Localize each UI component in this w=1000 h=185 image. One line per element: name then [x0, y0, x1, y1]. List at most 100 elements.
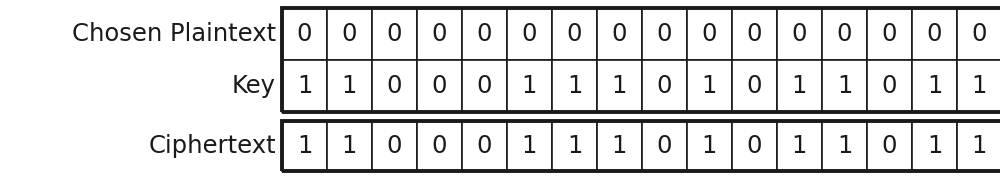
Bar [912, 60, 957, 112]
Text: 0: 0 [477, 22, 492, 46]
Text: 1: 1 [342, 74, 357, 98]
Bar [777, 60, 822, 112]
Bar [957, 121, 1000, 171]
Bar [687, 8, 732, 60]
Text: 0: 0 [297, 22, 312, 46]
Text: 0: 0 [387, 22, 402, 46]
Text: 0: 0 [882, 22, 897, 46]
Bar [867, 121, 912, 171]
Text: 1: 1 [927, 74, 942, 98]
Bar [282, 8, 1000, 112]
Text: 1: 1 [792, 134, 807, 158]
Bar [372, 60, 417, 112]
Bar [462, 60, 507, 112]
Bar [732, 8, 777, 60]
Text: 1: 1 [567, 74, 582, 98]
Text: 1: 1 [702, 134, 717, 158]
Bar [552, 121, 597, 171]
Text: 0: 0 [522, 22, 537, 46]
Text: 1: 1 [837, 134, 852, 158]
Bar [822, 8, 867, 60]
Text: 0: 0 [657, 134, 672, 158]
Text: Key: Key [232, 74, 276, 98]
Bar [912, 121, 957, 171]
Text: 0: 0 [882, 74, 897, 98]
Text: 1: 1 [702, 74, 717, 98]
Text: 1: 1 [567, 134, 582, 158]
Text: 1: 1 [342, 134, 357, 158]
Bar [417, 8, 462, 60]
Text: 0: 0 [747, 22, 762, 46]
Bar [462, 8, 507, 60]
Bar [552, 8, 597, 60]
Bar [687, 60, 732, 112]
Bar [282, 8, 327, 60]
Bar [597, 8, 642, 60]
Bar [597, 121, 642, 171]
Bar [417, 121, 462, 171]
Bar [282, 121, 327, 171]
Text: 0: 0 [612, 22, 627, 46]
Bar [777, 121, 822, 171]
Text: 0: 0 [792, 22, 807, 46]
Bar [372, 121, 417, 171]
Text: 1: 1 [927, 134, 942, 158]
Text: 0: 0 [657, 22, 672, 46]
Bar [642, 60, 687, 112]
Text: 1: 1 [612, 74, 627, 98]
Text: 1: 1 [972, 74, 987, 98]
Bar [912, 8, 957, 60]
Bar [462, 121, 507, 171]
Bar [777, 8, 822, 60]
Text: 1: 1 [792, 74, 807, 98]
Text: 1: 1 [972, 134, 987, 158]
Bar [732, 60, 777, 112]
Bar [507, 121, 552, 171]
Text: 0: 0 [927, 22, 942, 46]
Text: 0: 0 [342, 22, 357, 46]
Bar [642, 121, 687, 171]
Bar [507, 8, 552, 60]
Bar [957, 60, 1000, 112]
Bar [822, 121, 867, 171]
Bar [822, 60, 867, 112]
Bar [597, 60, 642, 112]
Text: 1: 1 [837, 74, 852, 98]
Bar [732, 121, 777, 171]
Text: 0: 0 [387, 74, 402, 98]
Text: Chosen Plaintext: Chosen Plaintext [72, 22, 276, 46]
Text: 1: 1 [522, 134, 537, 158]
Bar [417, 60, 462, 112]
Text: 0: 0 [567, 22, 582, 46]
Text: 0: 0 [747, 74, 762, 98]
Bar [372, 8, 417, 60]
Text: 0: 0 [972, 22, 987, 46]
Text: Ciphertext: Ciphertext [148, 134, 276, 158]
Bar [327, 60, 372, 112]
Text: 0: 0 [477, 74, 492, 98]
Bar [327, 8, 372, 60]
Text: 1: 1 [612, 134, 627, 158]
Bar [552, 60, 597, 112]
Bar [957, 8, 1000, 60]
Text: 0: 0 [702, 22, 717, 46]
Bar [282, 60, 327, 112]
Text: 0: 0 [432, 134, 447, 158]
Bar [507, 60, 552, 112]
Bar [687, 121, 732, 171]
Bar [327, 121, 372, 171]
Text: 0: 0 [477, 134, 492, 158]
Bar [867, 60, 912, 112]
Text: 1: 1 [297, 74, 312, 98]
Text: 0: 0 [882, 134, 897, 158]
Bar [282, 121, 1000, 171]
Bar [867, 8, 912, 60]
Text: 0: 0 [747, 134, 762, 158]
Text: 0: 0 [432, 74, 447, 98]
Text: 0: 0 [387, 134, 402, 158]
Text: 1: 1 [297, 134, 312, 158]
Text: 1: 1 [522, 74, 537, 98]
Text: 0: 0 [657, 74, 672, 98]
Bar [642, 8, 687, 60]
Text: 0: 0 [432, 22, 447, 46]
